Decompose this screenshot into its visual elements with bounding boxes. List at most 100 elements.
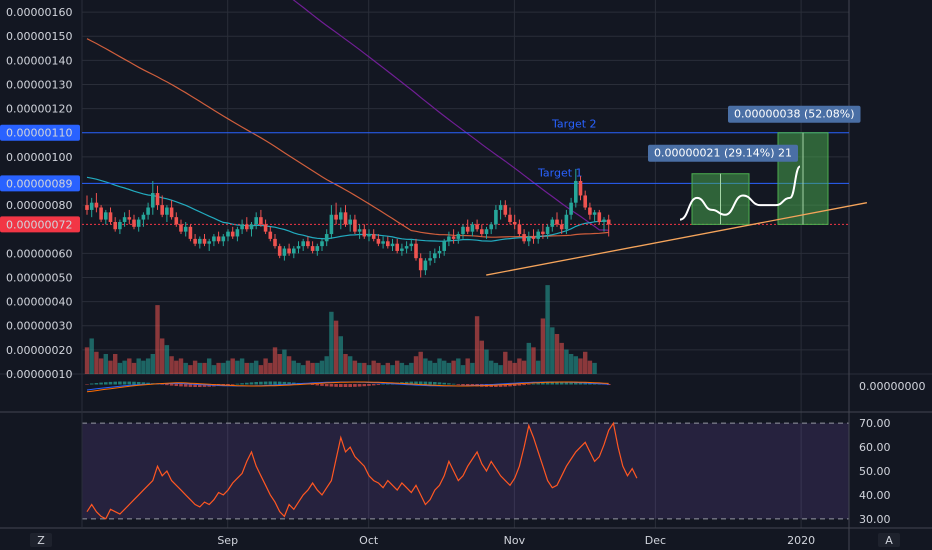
candle-body xyxy=(512,221,517,225)
candle-body xyxy=(146,207,150,215)
forecast-path[interactable] xyxy=(679,165,801,221)
volume-bar xyxy=(362,362,367,374)
candle-body xyxy=(583,195,587,208)
volume-bar xyxy=(540,318,546,374)
macd-histogram-bar xyxy=(245,382,249,385)
volume-bar xyxy=(399,362,405,374)
volume-bar xyxy=(427,360,433,374)
volume-bar xyxy=(536,360,541,374)
volume-bar xyxy=(169,356,174,374)
candle-body xyxy=(263,224,268,232)
candle-body xyxy=(395,243,399,251)
candle-body xyxy=(602,219,606,222)
volume-bar xyxy=(554,334,560,374)
volume-bar xyxy=(127,358,132,374)
price-axis-tick-label: 0.00000150 xyxy=(6,30,72,43)
candle-body xyxy=(113,221,117,230)
candle-body xyxy=(320,241,324,247)
price-axis[interactable]: 0.00000160 0.00000150 0.00000140 0.00000130… xyxy=(0,6,80,381)
left-button-bg xyxy=(30,533,52,547)
volume-bar xyxy=(160,338,165,374)
candle-body xyxy=(99,207,103,220)
macd-histogram-bar xyxy=(85,384,89,385)
candle-body xyxy=(433,253,437,259)
candle-body xyxy=(104,212,108,220)
macd-histogram-bar xyxy=(456,384,461,385)
volume-bar xyxy=(319,360,325,374)
volume-bar xyxy=(89,338,94,374)
macd-histogram-bar xyxy=(179,384,183,387)
candle-body xyxy=(381,241,385,244)
candle-body xyxy=(282,248,287,256)
volume-bar xyxy=(286,356,292,374)
volume-bar xyxy=(564,349,569,374)
time-axis[interactable]: Sep Oct Nov Dec 2020 xyxy=(217,534,815,547)
price-axis-tick-label: 0.00000040 xyxy=(6,296,72,309)
macd-histogram-bar xyxy=(508,384,512,387)
macd-histogram-bar xyxy=(574,381,578,385)
volume-bar xyxy=(578,358,583,374)
volume-bar xyxy=(512,362,517,374)
candle-body xyxy=(498,205,503,210)
candle-body xyxy=(606,219,611,225)
volume-bar xyxy=(282,349,287,374)
candle-body xyxy=(310,246,315,251)
candle-body xyxy=(277,246,282,256)
candle-body xyxy=(536,231,540,239)
volume-bar xyxy=(145,358,151,374)
volume-bar xyxy=(338,336,343,374)
time-axis-label: Sep xyxy=(217,534,238,547)
candle-body xyxy=(386,241,390,247)
macd-histogram-bar xyxy=(381,383,385,385)
macd-histogram-bar xyxy=(198,384,202,387)
candlestick-series xyxy=(85,168,611,278)
macd-histogram-bar xyxy=(310,384,315,385)
projection-label-1-text: 0.00000021 (29.14%) 21 xyxy=(654,147,792,160)
volume-bar xyxy=(568,354,574,374)
volume-bar xyxy=(192,360,198,374)
macd-histogram-bar xyxy=(569,381,573,385)
ascending-trendline[interactable] xyxy=(486,202,868,276)
candle-body xyxy=(522,234,526,242)
candle-body xyxy=(404,246,409,249)
macd-histogram-bar xyxy=(334,384,338,387)
volume-bar xyxy=(277,354,282,374)
volume-bar xyxy=(550,327,555,374)
volume-bar xyxy=(573,356,578,374)
volume-bar xyxy=(103,354,108,374)
volume-bar xyxy=(136,358,141,374)
volume-bar xyxy=(98,358,104,374)
macd-histogram-bar xyxy=(541,382,545,385)
auto-scale-left-button[interactable]: Z xyxy=(30,533,52,547)
candle-body xyxy=(221,236,226,242)
projection-label-2: 0.00000038 (52.08%) xyxy=(728,105,861,123)
macd-axis[interactable]: 0.00000000 xyxy=(859,380,925,393)
volume-bar xyxy=(517,358,522,374)
volume-bar xyxy=(371,360,376,374)
macd-histogram-bar xyxy=(169,384,174,386)
candle-body xyxy=(578,180,583,196)
candle-body xyxy=(400,248,404,251)
volume-bars xyxy=(84,285,597,374)
candle-body xyxy=(216,236,221,242)
macd-histogram-bar xyxy=(376,384,381,385)
time-axis-label: Dec xyxy=(645,534,666,547)
candle-body xyxy=(508,214,512,222)
macd-histogram-bar xyxy=(249,382,254,385)
volume-bar xyxy=(413,356,419,374)
auto-scale-right-button[interactable]: A xyxy=(878,533,900,547)
candle-body xyxy=(165,207,169,215)
macd-signal-line xyxy=(86,381,609,393)
candle-body xyxy=(447,236,451,242)
volume-bar xyxy=(404,365,409,374)
price-axis-tick-label: 0.00000120 xyxy=(6,103,72,116)
volume-bar xyxy=(432,362,437,374)
volume-bar xyxy=(423,358,428,374)
rsi-axis[interactable]: 70.00 60.00 50.00 40.00 30.00 xyxy=(859,417,891,526)
price-axis-tick-label: 0.00000010 xyxy=(6,368,72,381)
candle-body xyxy=(198,238,202,244)
volume-bar xyxy=(390,365,395,374)
candle-body xyxy=(559,224,564,230)
